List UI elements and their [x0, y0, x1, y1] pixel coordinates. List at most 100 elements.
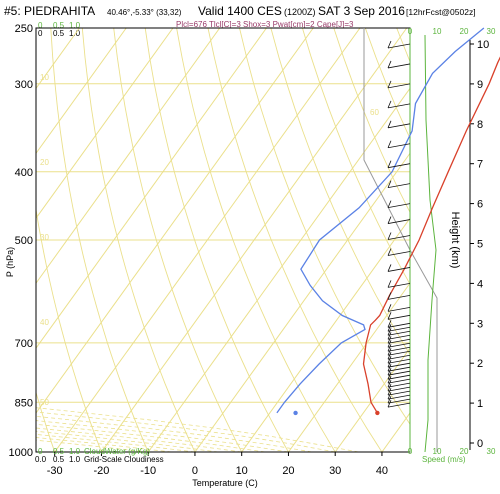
cloud-scale-bottom-0: 0: [38, 447, 43, 456]
station-title: #5: PIEDRAHITA: [4, 4, 95, 18]
wind-barb: [387, 123, 411, 129]
wind-barb: [387, 362, 411, 368]
gridscale-bottom-0: 0.0: [35, 455, 47, 464]
speed-axis-label: Speed (m/s): [422, 455, 466, 464]
dry-adiabat: [239, 28, 410, 426]
wind-barb: [387, 314, 411, 320]
x-tick-label: 20: [282, 465, 294, 477]
wind-barb-flag: [387, 160, 392, 168]
x-tick-label: -30: [47, 465, 63, 477]
x-axis-label: Temperature (C): [192, 478, 258, 488]
wind-barbs: [387, 40, 411, 408]
isotherm-line: [36, 28, 127, 155]
wind-barb: [387, 219, 411, 224]
wind-barb-flag: [387, 324, 392, 332]
wind-barb: [387, 306, 411, 312]
dry-adiabat: [36, 206, 102, 452]
pressure-tick-label: 700: [15, 338, 33, 350]
wind-barb-flag: [387, 391, 392, 400]
adiabat-label: 40: [40, 318, 49, 327]
gridscale-legend: Grid-Scale Cloudiness: [84, 455, 164, 464]
height-tick-label: 5: [477, 239, 483, 251]
wind-barb-flag: [387, 100, 392, 109]
pressure-tick-label: 1000: [9, 447, 33, 459]
wind-barb-flag: [387, 200, 392, 208]
speed-tick-top: 10: [433, 27, 442, 36]
height-axis-label: Height (km): [449, 212, 461, 269]
wind-barb: [387, 330, 411, 336]
dry-adiabat: [301, 28, 410, 286]
wind-barb-flag: [387, 140, 392, 148]
wind-barb: [387, 354, 411, 360]
height-tick-label: 10: [477, 39, 489, 51]
height-tick-label: 8: [477, 119, 483, 131]
pressure-axis-ticks: 250 300 400 500 700 850 1000: [9, 23, 33, 459]
height-tick-label: 6: [477, 199, 483, 211]
grid-scale-top-05: 0.5: [53, 29, 65, 38]
wind-barb-flag: [387, 395, 392, 404]
adiabat-label: 60: [370, 108, 379, 117]
wind-barb-flag: [387, 280, 392, 288]
dry-adiabat: [144, 28, 289, 452]
isotherm-line: [241, 217, 410, 452]
height-tick-label: 4: [477, 278, 483, 290]
wind-barb-flag: [387, 356, 392, 364]
pressure-tick-label: 850: [15, 397, 33, 409]
dry-adiabat: [113, 28, 243, 452]
height-tick-label: 2: [477, 358, 483, 370]
height-tick-label: 7: [477, 159, 483, 171]
wind-barb-flag: [387, 180, 392, 188]
gridscale-bottom-1: 1.0: [69, 455, 81, 464]
adiabat-label: 20: [40, 158, 49, 167]
height-tick-label: 3: [477, 318, 483, 330]
grid-scale-top-1: 1.0: [69, 29, 81, 38]
init-time: (1200Z): [284, 7, 316, 17]
speed-tick-top: 20: [460, 27, 469, 36]
wind-barb-flag: [387, 348, 392, 356]
pressure-tick-label: 400: [15, 167, 33, 179]
grid-scale-top-0: 0: [38, 29, 43, 38]
wind-barb: [387, 322, 411, 328]
wind-barb-flag: [387, 320, 392, 328]
speed-profile-line: [424, 34, 437, 453]
wind-barb: [387, 378, 411, 384]
station-location: 40.46°,-5.33° (33,32): [107, 8, 182, 17]
x-tick-label: 10: [236, 465, 248, 477]
dry-adiabat: [176, 28, 336, 452]
wind-barb: [387, 203, 411, 208]
wind-barb-flag: [387, 216, 392, 224]
dry-adiabat: [36, 390, 56, 452]
wind-barb-flag: [387, 312, 392, 320]
cloud-scale-top-05: 0.5: [53, 21, 65, 30]
wind-barb: [387, 283, 411, 288]
wind-barb-flag: [387, 399, 392, 408]
forecast-hour: [12hrFcst@0502z]: [406, 7, 476, 17]
cloud-scale-top-0: 0: [38, 21, 43, 30]
wind-barb-flag: [387, 352, 392, 360]
wind-barb: [387, 103, 411, 109]
wind-barb: [387, 326, 411, 332]
wind-barb: [387, 374, 411, 380]
wind-barb-flag: [387, 40, 392, 49]
wind-barb-flag: [387, 383, 392, 392]
wind-barb-flag: [387, 120, 392, 128]
wind-barb-flag: [387, 368, 392, 376]
isotherm-line: [334, 347, 410, 452]
wind-barb: [387, 342, 411, 348]
isotherm-line: [54, 28, 361, 452]
wind-barb: [387, 370, 411, 376]
temperature-surface-marker: [375, 410, 380, 416]
wind-barb: [387, 358, 411, 364]
dry-adiabat: [491, 28, 500, 452]
forecast-date: SAT 3 Sep 2016: [318, 4, 405, 18]
wind-barb-flag: [387, 332, 392, 340]
wind-barb-flag: [387, 304, 392, 312]
isotherm-line: [429, 28, 500, 452]
adiabat-label: 10: [40, 73, 49, 82]
cloud-scale-bottom-05: 0.5: [53, 447, 65, 456]
wind-barb: [387, 398, 411, 404]
x-tick-label: 40: [376, 465, 388, 477]
cloudwater-legend: CloudWater (g/Kg): [84, 447, 150, 456]
wind-barb-flag: [387, 232, 392, 240]
